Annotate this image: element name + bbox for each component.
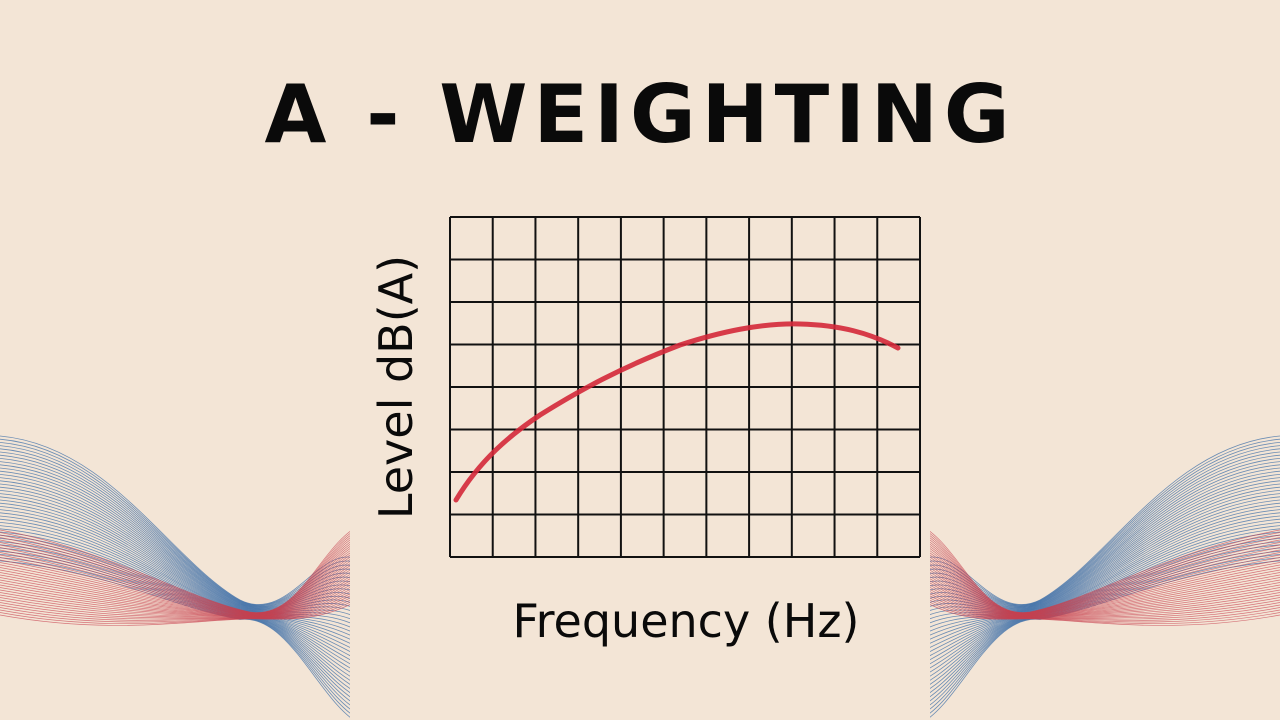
wave-line <box>930 589 1280 619</box>
title: A - WEIGHTING <box>264 68 1015 161</box>
wave-line <box>0 493 350 632</box>
wave-line <box>0 502 350 644</box>
wave-decoration-right <box>930 435 1280 718</box>
wave-line <box>930 442 1280 606</box>
wave-line <box>930 480 1280 615</box>
wave-line <box>0 604 350 626</box>
wave-line <box>0 595 350 620</box>
wave-line <box>0 496 350 636</box>
wave-line <box>930 599 1280 623</box>
wave-line <box>0 480 350 615</box>
weighting-curve <box>453 321 901 503</box>
wave-line <box>0 448 350 607</box>
wave-line <box>930 604 1280 626</box>
wave-line <box>930 499 1280 640</box>
wave-line <box>930 597 1280 621</box>
wave-line <box>0 589 350 619</box>
wave-line <box>930 448 1280 607</box>
wave-line <box>930 593 1280 619</box>
wave-line <box>0 599 350 623</box>
wave-line <box>0 490 350 628</box>
wave-line <box>930 591 1280 619</box>
wave-line <box>0 602 350 625</box>
wave-line <box>930 502 1280 644</box>
wave-line <box>930 595 1280 620</box>
wave-line <box>0 499 350 640</box>
wave-line <box>0 597 350 621</box>
wave-line <box>930 493 1280 632</box>
wave-line <box>930 602 1280 625</box>
wave-lines <box>930 435 1280 718</box>
wave-line <box>0 483 350 620</box>
wave-line <box>930 445 1280 607</box>
wave-line <box>930 496 1280 636</box>
wave-line <box>930 483 1280 620</box>
wave-line <box>0 442 350 606</box>
wave-line <box>930 490 1280 628</box>
wave-line <box>930 506 1280 648</box>
x-axis-label: Frequency (Hz) <box>513 594 860 648</box>
wave-line <box>0 506 350 648</box>
wave-line <box>0 593 350 619</box>
wave-line <box>0 591 350 619</box>
wave-decoration-left <box>0 435 350 718</box>
wave-line <box>0 445 350 607</box>
y-axis-label: Level dB(A) <box>369 255 423 519</box>
